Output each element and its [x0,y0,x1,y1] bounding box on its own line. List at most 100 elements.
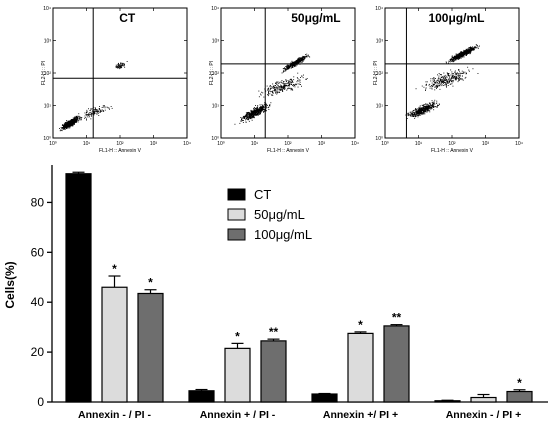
event-dot [297,78,299,80]
event-dot [407,112,409,114]
event-dot [261,104,263,106]
event-dot [423,105,425,107]
event-dot [85,117,87,119]
event-dot [415,88,417,90]
event-dot [300,60,302,62]
event-dot [290,61,292,63]
event-dot [450,74,452,76]
event-dot [86,119,87,121]
event-dot [415,109,417,111]
event-dot [423,108,424,109]
event-dot [255,115,257,116]
event-dot [259,109,260,111]
event-dot [294,61,295,63]
event-dot [275,92,276,94]
event-dot [251,113,253,115]
event-dot [293,64,295,66]
event-dot [433,84,434,86]
event-dot [70,122,72,124]
event-dot [115,64,117,66]
event-dot [469,50,471,52]
event-dot [458,56,460,57]
event-dot [281,80,283,81]
x-category-labels: Annexin - / PI - Annexin + / PI - Annexin … [78,409,521,421]
event-dot [287,82,289,84]
event-dot [297,86,299,88]
event-dot [434,106,436,108]
event-dot [257,107,259,109]
event-dot [290,65,292,67]
event-dot [426,104,428,106]
event-dot [456,72,458,74]
event-dot [262,108,264,110]
event-dot [437,79,438,81]
event-dot [439,74,441,75]
event-dot [291,66,293,68]
event-dot [99,109,101,110]
event-dot [69,124,71,125]
event-dot [288,68,289,69]
event-dot [68,125,70,126]
event-dot [100,110,102,112]
event-dot [79,118,81,120]
event-dot [289,83,291,85]
event-dot [107,107,109,109]
event-dot [285,82,287,84]
x-tick-label: 10⁰ [381,141,389,147]
event-dot [291,67,293,68]
event-dot [65,125,67,127]
event-dot [468,52,470,54]
event-dot [64,123,66,125]
event-dot [299,58,300,60]
event-dot [431,104,433,106]
event-dot [66,125,68,127]
event-dot [280,81,282,83]
event-dot [120,63,122,65]
event-dot [102,105,104,107]
event-dot [283,83,284,85]
event-dot [282,71,284,73]
event-dot [425,84,427,86]
event-dot [120,66,121,68]
event-dot [452,60,454,62]
event-dot [298,61,300,63]
event-dot [422,107,424,109]
event-dot [423,111,425,113]
event-dot [244,117,246,119]
bar [188,390,215,403]
event-dot [418,110,420,112]
event-dot [61,127,63,129]
event-dot [98,108,100,110]
event-dot [69,124,70,126]
event-dot [72,120,74,122]
event-dot [449,79,450,81]
event-dot [447,81,449,82]
event-dot [431,107,432,108]
event-dot [286,84,287,86]
event-dot [245,114,247,115]
event-dot [91,113,93,115]
x-tick-label: 10¹ [415,141,423,147]
event-dot [261,91,263,93]
event-dot [118,62,119,64]
event-dot [447,73,449,74]
event-dot [257,113,259,115]
event-dot [453,74,455,76]
event-dot [59,130,61,132]
event-dot [260,93,261,95]
event-dot [274,87,275,89]
event-dot [241,117,243,119]
event-dot [292,84,293,86]
event-dot [292,88,293,90]
event-dot [290,88,292,90]
event-dot [243,117,245,119]
event-dot [424,109,425,111]
event-dot [73,123,75,125]
event-dot [455,53,457,55]
event-dot [278,92,280,93]
event-dot [409,114,411,116]
event-dot [415,116,417,117]
event-dot [433,77,435,79]
x-tick-label: 10⁴ [351,141,359,147]
